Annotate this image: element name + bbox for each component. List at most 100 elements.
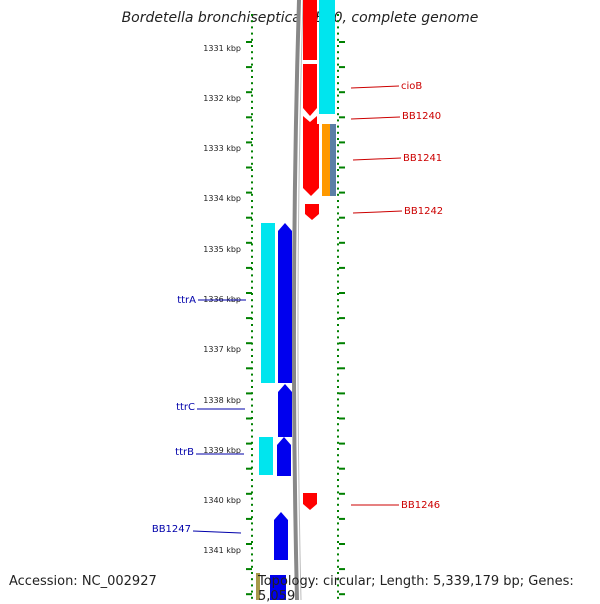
cds-forward (303, 124, 319, 196)
tick-dot (337, 336, 339, 339)
cds-reverse (270, 575, 286, 600)
tick-dot (337, 286, 339, 289)
cds-reverse (278, 223, 292, 383)
tick-dot (337, 181, 339, 184)
tick-dot (251, 348, 253, 351)
tick-mark (339, 91, 345, 94)
tick-dot (251, 63, 253, 66)
tick-dot (337, 559, 339, 562)
tick-dot (251, 379, 253, 382)
tick-mark (246, 91, 252, 94)
tick-dot (337, 206, 339, 209)
tick-dot (337, 255, 339, 258)
coordinate-label: 1337 kbp (203, 345, 241, 354)
tick-dot (337, 218, 339, 221)
tick-mark (339, 467, 345, 470)
tick-dot (337, 386, 339, 388)
gene-label-ttrA: ttrA (177, 295, 196, 306)
tick-dot (251, 237, 253, 240)
tick-dot (251, 280, 253, 283)
gene-label-BB1240: BB1240 (402, 111, 441, 122)
tick-mark (246, 66, 252, 69)
tick-dot (251, 268, 253, 271)
tick-dot (337, 88, 339, 91)
tick-dot (251, 218, 253, 221)
tick-dot (251, 200, 253, 202)
tick-dot (251, 286, 253, 289)
tick-dot (337, 144, 339, 147)
tick-dot (337, 150, 339, 153)
cds-reverse (274, 512, 288, 560)
tick-dot (337, 417, 339, 419)
tick-mark (339, 367, 345, 370)
tick-dot (337, 38, 339, 41)
tick-dot (251, 119, 253, 122)
tick-dot (337, 249, 339, 252)
tick-dot (251, 541, 253, 543)
gene-label-ttrB: ttrB (175, 447, 194, 458)
tick-dot (337, 237, 339, 240)
tick-dot (337, 485, 339, 488)
tick-dot (251, 324, 253, 326)
tick-dot (337, 423, 339, 426)
tick-dot (251, 299, 253, 302)
tick-dot (251, 547, 253, 550)
tick-dot (337, 57, 339, 60)
cds-forward (303, 493, 317, 510)
tick-dot (337, 63, 339, 66)
tick-dot (251, 553, 253, 556)
coordinate-label: 1332 kbp (203, 94, 241, 103)
tick-dot (251, 107, 253, 109)
tick-dot (251, 255, 253, 258)
tick-dot (251, 497, 253, 500)
tick-dot (251, 479, 253, 481)
tick-dot (251, 212, 253, 215)
leader-line (192, 530, 242, 534)
leader-line (352, 157, 402, 161)
tick-dot (251, 51, 253, 54)
tick-dot (251, 82, 253, 85)
tick-dot (337, 69, 339, 72)
tick-dot (337, 20, 339, 23)
tick-dot (337, 572, 339, 574)
tick-dot (337, 348, 339, 351)
tick-dot (337, 441, 339, 444)
tick-dot (337, 491, 339, 494)
tick-dot (251, 144, 253, 147)
tick-dot (337, 212, 339, 215)
leader-line (352, 210, 403, 214)
cds-forward (303, 116, 317, 124)
tick-dot (251, 231, 253, 233)
tick-dot (337, 410, 339, 413)
tick-dot (337, 76, 339, 78)
tick-mark (339, 241, 345, 244)
tick-dot (337, 119, 339, 122)
tick-dot (337, 435, 339, 438)
tick-dot (251, 169, 253, 171)
feature-orange (322, 124, 330, 196)
tick-dot (251, 361, 253, 364)
tick-dot (251, 460, 253, 463)
tick-mark (246, 317, 252, 320)
tick-dot (337, 578, 339, 581)
tick-dot (337, 156, 339, 159)
coordinate-label: 1335 kbp (203, 245, 241, 254)
tick-dot (337, 497, 339, 500)
tick-dot (251, 311, 253, 314)
genome-backbone-shade (297, 0, 304, 600)
tick-dot (337, 342, 339, 345)
tick-dot (251, 150, 253, 153)
tick-mark (339, 141, 345, 144)
tick-dot (337, 534, 339, 537)
tick-dot (251, 156, 253, 159)
tick-dot (337, 510, 339, 512)
tick-dot (337, 26, 339, 29)
tick-mark (339, 292, 345, 294)
tick-dot (251, 429, 253, 432)
tick-dot (251, 534, 253, 537)
tick-mark (339, 41, 345, 43)
tick-dot (337, 466, 339, 469)
tick-dot (337, 479, 339, 481)
tick-dot (337, 138, 339, 140)
